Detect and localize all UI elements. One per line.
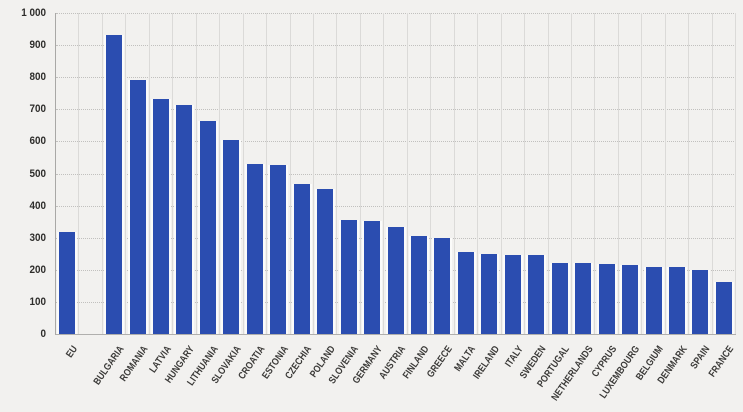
gridline-600: [56, 141, 736, 143]
bar-latvia: [151, 99, 172, 334]
x-tick-label: SPAIN: [689, 344, 713, 372]
y-tick-label: 100: [29, 295, 46, 308]
bar-france: [713, 281, 734, 334]
gridline-400: [56, 205, 736, 207]
y-tick-label: 600: [29, 135, 46, 148]
slot-italy: [502, 13, 526, 334]
x-axis: EU BULGARIA ROMANIA LATVIA HUNGARY LITHUANIA S…: [0, 334, 743, 412]
slot-germany: [361, 13, 385, 334]
gridline-500: [56, 173, 736, 175]
slot-netherlands: [572, 13, 596, 334]
bar-luxembourg: [620, 265, 641, 334]
slot-lithuania: [197, 13, 221, 334]
slot-poland: [314, 13, 338, 334]
slot-croatia: [244, 13, 268, 334]
slot-belgium: [642, 13, 666, 334]
bar-greece: [432, 238, 453, 334]
bar-sweden: [526, 254, 547, 334]
slot-bulgaria: [103, 13, 127, 334]
x-tick-label: BULGARIA: [91, 344, 127, 388]
y-tick-label: 1 000: [21, 7, 46, 19]
bar-poland: [315, 188, 336, 334]
bar-czechia: [291, 183, 312, 334]
bar-slovakia: [221, 140, 242, 334]
slot-estonia: [267, 13, 291, 334]
bar-ireland: [479, 253, 500, 334]
gridline-800: [56, 77, 736, 79]
y-tick-label: 200: [29, 263, 46, 276]
slot-slovakia: [220, 13, 244, 334]
bar-lithuania: [197, 121, 218, 334]
bar-malta: [455, 251, 476, 334]
slot-slovenia: [337, 13, 361, 334]
bar-eu: [57, 232, 78, 334]
slot-portugal: [549, 13, 572, 334]
y-tick-label: 400: [29, 199, 46, 212]
bar-slovenia: [338, 220, 359, 334]
gridline-700: [56, 109, 736, 111]
slot-czechia: [291, 13, 314, 334]
bar-estonia: [268, 165, 289, 334]
bar-finland: [409, 235, 430, 334]
slot-cyprus: [595, 13, 619, 334]
bar-netherlands: [573, 263, 594, 334]
slot-spacer: [79, 13, 103, 334]
y-tick-label: 0: [40, 328, 46, 340]
x-tick-label: ITALY: [502, 344, 526, 370]
slot-ireland: [478, 13, 502, 334]
y-tick-label: 900: [29, 39, 46, 52]
plot-area: [55, 13, 737, 335]
gridline-1000: [56, 13, 736, 14]
gridline-900: [56, 45, 736, 47]
bar-croatia: [244, 163, 265, 334]
bar-austria: [385, 227, 406, 334]
slot-greece: [431, 13, 455, 334]
slot-latvia: [150, 13, 174, 334]
slot-denmark: [666, 13, 690, 334]
slot-france: [713, 13, 737, 334]
slot-romania: [126, 13, 150, 334]
bar-belgium: [643, 266, 664, 334]
slot-finland: [408, 13, 432, 334]
x-tick-label: EU: [63, 344, 80, 361]
bar-spain: [690, 269, 711, 334]
slot-luxembourg: [619, 13, 643, 334]
bar-italy: [502, 254, 523, 334]
bar-series: [56, 13, 737, 334]
slot-malta: [455, 13, 479, 334]
slot-sweden: [525, 13, 549, 334]
bar-germany: [362, 221, 383, 334]
y-tick-label: 800: [29, 71, 46, 84]
bar-denmark: [667, 266, 687, 334]
bar-hungary: [174, 104, 195, 334]
bar-cyprus: [596, 264, 617, 334]
bar-portugal: [549, 262, 570, 334]
y-tick-label: 700: [29, 103, 46, 116]
slot-spain: [689, 13, 713, 334]
bar-bulgaria: [104, 35, 125, 334]
y-tick-label: 300: [29, 231, 46, 244]
slot-eu: [56, 13, 80, 334]
y-tick-label: 500: [29, 167, 46, 180]
bar-romania: [127, 80, 148, 334]
slot-austria: [384, 13, 408, 334]
slot-hungary: [173, 13, 197, 334]
